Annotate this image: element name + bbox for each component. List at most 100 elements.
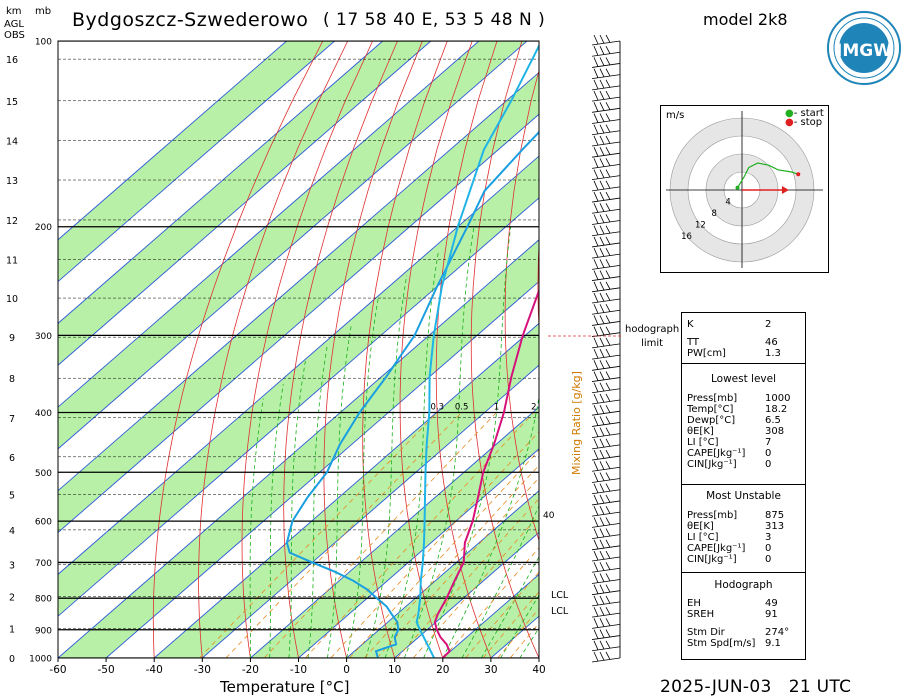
hodograph-start-point	[735, 185, 740, 190]
wind-barb-flag	[599, 539, 605, 549]
lowest-level-value: 0	[765, 448, 772, 459]
mixing-ratio-tick-label: 0.5	[455, 402, 469, 412]
x-tick-label: -10	[290, 664, 307, 676]
wind-barb-flag	[605, 573, 611, 582]
km-tick-label: 4	[9, 526, 15, 537]
moist-adiabat	[384, 252, 439, 658]
wind-barb-flag	[599, 169, 605, 179]
wind-barb	[591, 141, 621, 147]
wind-barb	[591, 85, 621, 91]
valid-date: 2025-JUN-03 21 UTC	[660, 677, 851, 697]
hodograph-panel: 4 8 12 16 m/s ●- start ●- stop	[660, 105, 829, 273]
hodograph-stat-label: SREH	[687, 609, 715, 620]
wind-barb-flag	[605, 550, 611, 559]
wind-barb-flag	[605, 169, 611, 178]
wind-barb	[591, 152, 621, 158]
wind-barb-flag	[599, 449, 605, 459]
wind-barb-flag	[605, 46, 611, 54]
wind-barb-flag	[605, 640, 611, 649]
most-unstable-label: CIN[Jkg⁻¹]	[687, 554, 737, 565]
wind-barb-flag	[605, 382, 611, 391]
wind-barb-flag	[599, 562, 605, 571]
wind-barb-flag	[599, 292, 605, 302]
wind-barb-flag	[605, 326, 611, 335]
lowest-level-value: 1000	[765, 393, 791, 404]
wind-barb-flag	[599, 640, 605, 650]
isotherm-line	[105, 280, 539, 658]
km-tick-label: 10	[6, 294, 18, 305]
mixing-ratio-label: Mixing Ratio [g/kg]	[570, 371, 583, 475]
most-unstable-value: 0	[765, 543, 772, 554]
lowest-level-title: Lowest level	[710, 373, 777, 385]
wind-barb	[591, 107, 621, 113]
wind-barb-flag	[605, 191, 611, 200]
wind-barb	[591, 534, 621, 539]
wind-barb-flag	[599, 247, 605, 257]
wind-barb	[591, 365, 621, 371]
pressure-tick-label: 1000	[29, 655, 52, 665]
km-tick-label: 2	[9, 593, 15, 604]
wind-barb-flag	[605, 247, 611, 256]
most-unstable-value: 313	[765, 521, 785, 532]
lcl-label-2: LCL	[551, 606, 569, 617]
wind-barb-flag	[593, 449, 599, 460]
wind-barb	[591, 343, 621, 349]
x-tick-label: 30	[484, 664, 497, 676]
wind-barb-flag	[605, 225, 611, 234]
wind-barb-flag	[599, 393, 605, 403]
wind-barb-flag	[605, 203, 611, 211]
wind-barb	[591, 635, 621, 640]
wind-barb-flag	[599, 304, 605, 313]
wind-barb	[591, 220, 621, 225]
wind-barb-flag	[593, 34, 599, 45]
wind-barb-flag	[599, 483, 605, 493]
wind-barb-flag	[593, 483, 599, 494]
hodograph-ring-label: 16	[681, 232, 692, 242]
side-label-40: 40	[543, 511, 555, 521]
wind-barb-flag	[605, 270, 611, 279]
wind-barb-flag	[593, 472, 599, 482]
lowest-level-label: CIN[Jkg⁻¹]	[687, 459, 737, 470]
wind-barb-flag	[599, 528, 605, 538]
legend-start-text: - start	[793, 108, 824, 119]
wind-barb-flag	[593, 640, 599, 651]
wind-barb-flag	[605, 449, 611, 458]
mixing-ratio-tick-label: 1	[494, 402, 499, 412]
wind-barb-flag	[593, 225, 599, 236]
lowest-level-label: CAPE[Jkg⁻¹]	[687, 448, 746, 459]
pressure-tick-label: 100	[35, 38, 52, 48]
wind-barb-flag	[599, 34, 605, 44]
dry-adiabat	[504, 69, 539, 542]
hodograph-ring-label: 4	[725, 197, 730, 207]
date-text: 2025-JUN-03	[660, 677, 772, 697]
moist-adiabat	[480, 556, 539, 658]
wind-barb-flag	[593, 416, 599, 426]
wind-barb-flag	[605, 505, 611, 514]
wind-barb	[591, 332, 621, 338]
moist-adiabat	[461, 505, 539, 658]
isotherm-line	[394, 531, 539, 658]
wind-barb	[591, 354, 621, 360]
wind-barb-flag	[593, 606, 599, 617]
pressure-tick-label: 600	[35, 518, 52, 528]
time-text: 21 UTC	[788, 677, 852, 697]
storm-motion-arrowhead	[781, 186, 789, 194]
wind-barb-flag	[593, 247, 599, 258]
wind-barb-flag	[599, 124, 605, 134]
x-tick-label: 10	[388, 664, 401, 676]
wind-barb-flag	[599, 348, 605, 358]
wind-barb-flag	[599, 606, 605, 616]
wind-barb-flag	[599, 236, 605, 246]
k-label: K	[687, 319, 694, 330]
km-tick-label: 9	[9, 333, 15, 344]
isotherm-line	[58, 41, 528, 450]
wind-barb-flag	[593, 214, 599, 224]
wind-barb-flag	[593, 494, 599, 505]
lowest-level-label: Temp[°C]	[687, 404, 734, 415]
k-value: 2	[765, 319, 772, 330]
legend-stop-text: - stop	[793, 117, 823, 128]
wind-barb-flag	[605, 461, 611, 469]
isotherm-line	[58, 41, 335, 283]
moist-adiabat	[365, 275, 408, 658]
